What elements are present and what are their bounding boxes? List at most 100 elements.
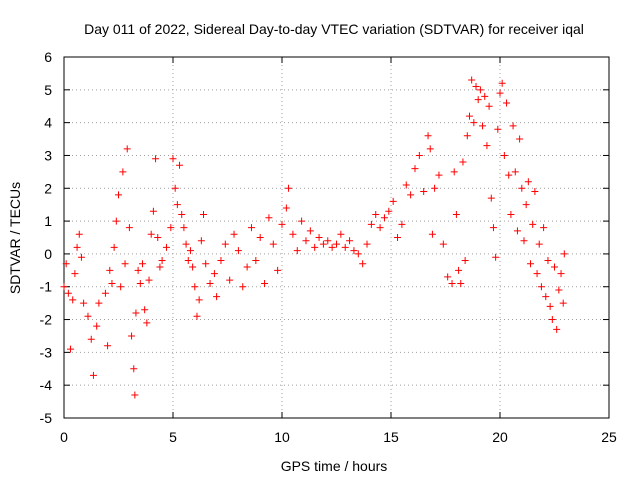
data-point: [520, 237, 528, 245]
x-axis-label: GPS time / hours: [281, 458, 388, 474]
x-tick-label: 15: [383, 429, 399, 445]
data-point: [479, 122, 487, 130]
data-point: [282, 204, 290, 212]
data-point: [328, 243, 336, 251]
data-point: [84, 312, 92, 320]
data-point: [87, 335, 95, 343]
data-point: [385, 207, 393, 215]
y-axis-label: SDTVAR / TECUs: [7, 182, 23, 294]
axis-ticks: [63, 56, 610, 419]
data-point: [513, 227, 521, 235]
data-point: [156, 263, 164, 271]
data-point: [533, 270, 541, 278]
data-point: [324, 237, 332, 245]
y-tick-label: -5: [40, 410, 53, 426]
data-point: [402, 181, 410, 189]
data-point: [459, 158, 467, 166]
data-point: [489, 224, 497, 232]
x-tick-label: 10: [274, 429, 290, 445]
data-point: [507, 211, 515, 219]
data-point: [518, 184, 526, 192]
data-point: [415, 151, 423, 159]
data-point: [485, 102, 493, 110]
data-point: [551, 263, 558, 271]
y-tick-label: 2: [44, 180, 52, 196]
data-point: [306, 227, 314, 235]
data-point: [125, 224, 133, 232]
chart-title: Day 011 of 2022, Sidereal Day-to-day VTE…: [84, 21, 584, 37]
data-point: [337, 230, 345, 238]
data-point: [265, 214, 273, 222]
y-tick-label: 3: [44, 147, 52, 163]
data-point: [346, 237, 354, 245]
data-point: [557, 270, 565, 278]
data-point: [202, 260, 210, 268]
data-point: [380, 214, 388, 222]
data-point: [206, 279, 214, 287]
data-point: [420, 188, 428, 196]
y-tick-label: 6: [44, 49, 52, 65]
data-point: [465, 112, 473, 120]
data-point: [468, 76, 476, 84]
data-point: [143, 319, 151, 327]
data-point: [553, 325, 561, 333]
data-point: [217, 256, 225, 264]
data-point: [463, 132, 471, 140]
x-tick-labels: 0 5 10 15 20 25: [60, 429, 617, 445]
data-point: [134, 266, 142, 274]
data-point: [75, 230, 83, 238]
data-point: [333, 240, 340, 248]
data-point: [285, 184, 293, 192]
x-tick-label: 0: [60, 429, 68, 445]
data-point: [481, 92, 489, 100]
data-point: [492, 253, 500, 261]
data-point: [77, 253, 85, 261]
data-point: [293, 247, 301, 255]
data-point: [112, 217, 120, 225]
data-point: [173, 201, 181, 209]
data-point: [289, 230, 297, 238]
data-point: [128, 332, 136, 340]
y-tick-label: 5: [44, 82, 52, 98]
data-point: [450, 168, 458, 176]
data-point: [193, 312, 201, 320]
y-tick-labels: -5 -4 -3 -2 -1 0 1 2 3 4 5 6: [40, 49, 53, 426]
data-point: [511, 168, 519, 176]
data-point: [62, 260, 70, 268]
data-point: [162, 243, 170, 251]
y-tick-label: -4: [40, 377, 53, 393]
data-point: [411, 165, 419, 173]
y-tick-label: 0: [44, 246, 52, 262]
data-point: [186, 247, 194, 255]
data-points: [60, 76, 568, 399]
y-tick-label: -3: [40, 344, 53, 360]
data-point: [503, 99, 511, 107]
data-point: [130, 365, 138, 373]
data-point: [372, 211, 380, 219]
data-point: [191, 283, 199, 291]
data-point: [298, 217, 306, 225]
y-tick-label: -1: [40, 279, 53, 295]
data-point: [527, 260, 535, 268]
data-point: [239, 283, 247, 291]
data-point: [210, 270, 218, 278]
data-point: [363, 240, 371, 248]
data-point: [428, 230, 436, 238]
data-point: [559, 299, 567, 307]
data-point: [145, 276, 153, 284]
data-point: [167, 224, 175, 232]
data-point: [108, 279, 116, 287]
data-point: [274, 266, 282, 274]
data-point: [221, 240, 229, 248]
data-point: [474, 96, 482, 104]
data-point: [141, 306, 149, 314]
data-point: [444, 273, 452, 281]
data-point: [548, 316, 556, 324]
x-tick-label: 5: [169, 429, 177, 445]
data-point: [407, 191, 415, 199]
data-point: [522, 201, 530, 209]
data-point: [537, 283, 545, 291]
data-point: [470, 119, 478, 127]
data-point: [110, 243, 118, 251]
data-point: [498, 79, 506, 87]
